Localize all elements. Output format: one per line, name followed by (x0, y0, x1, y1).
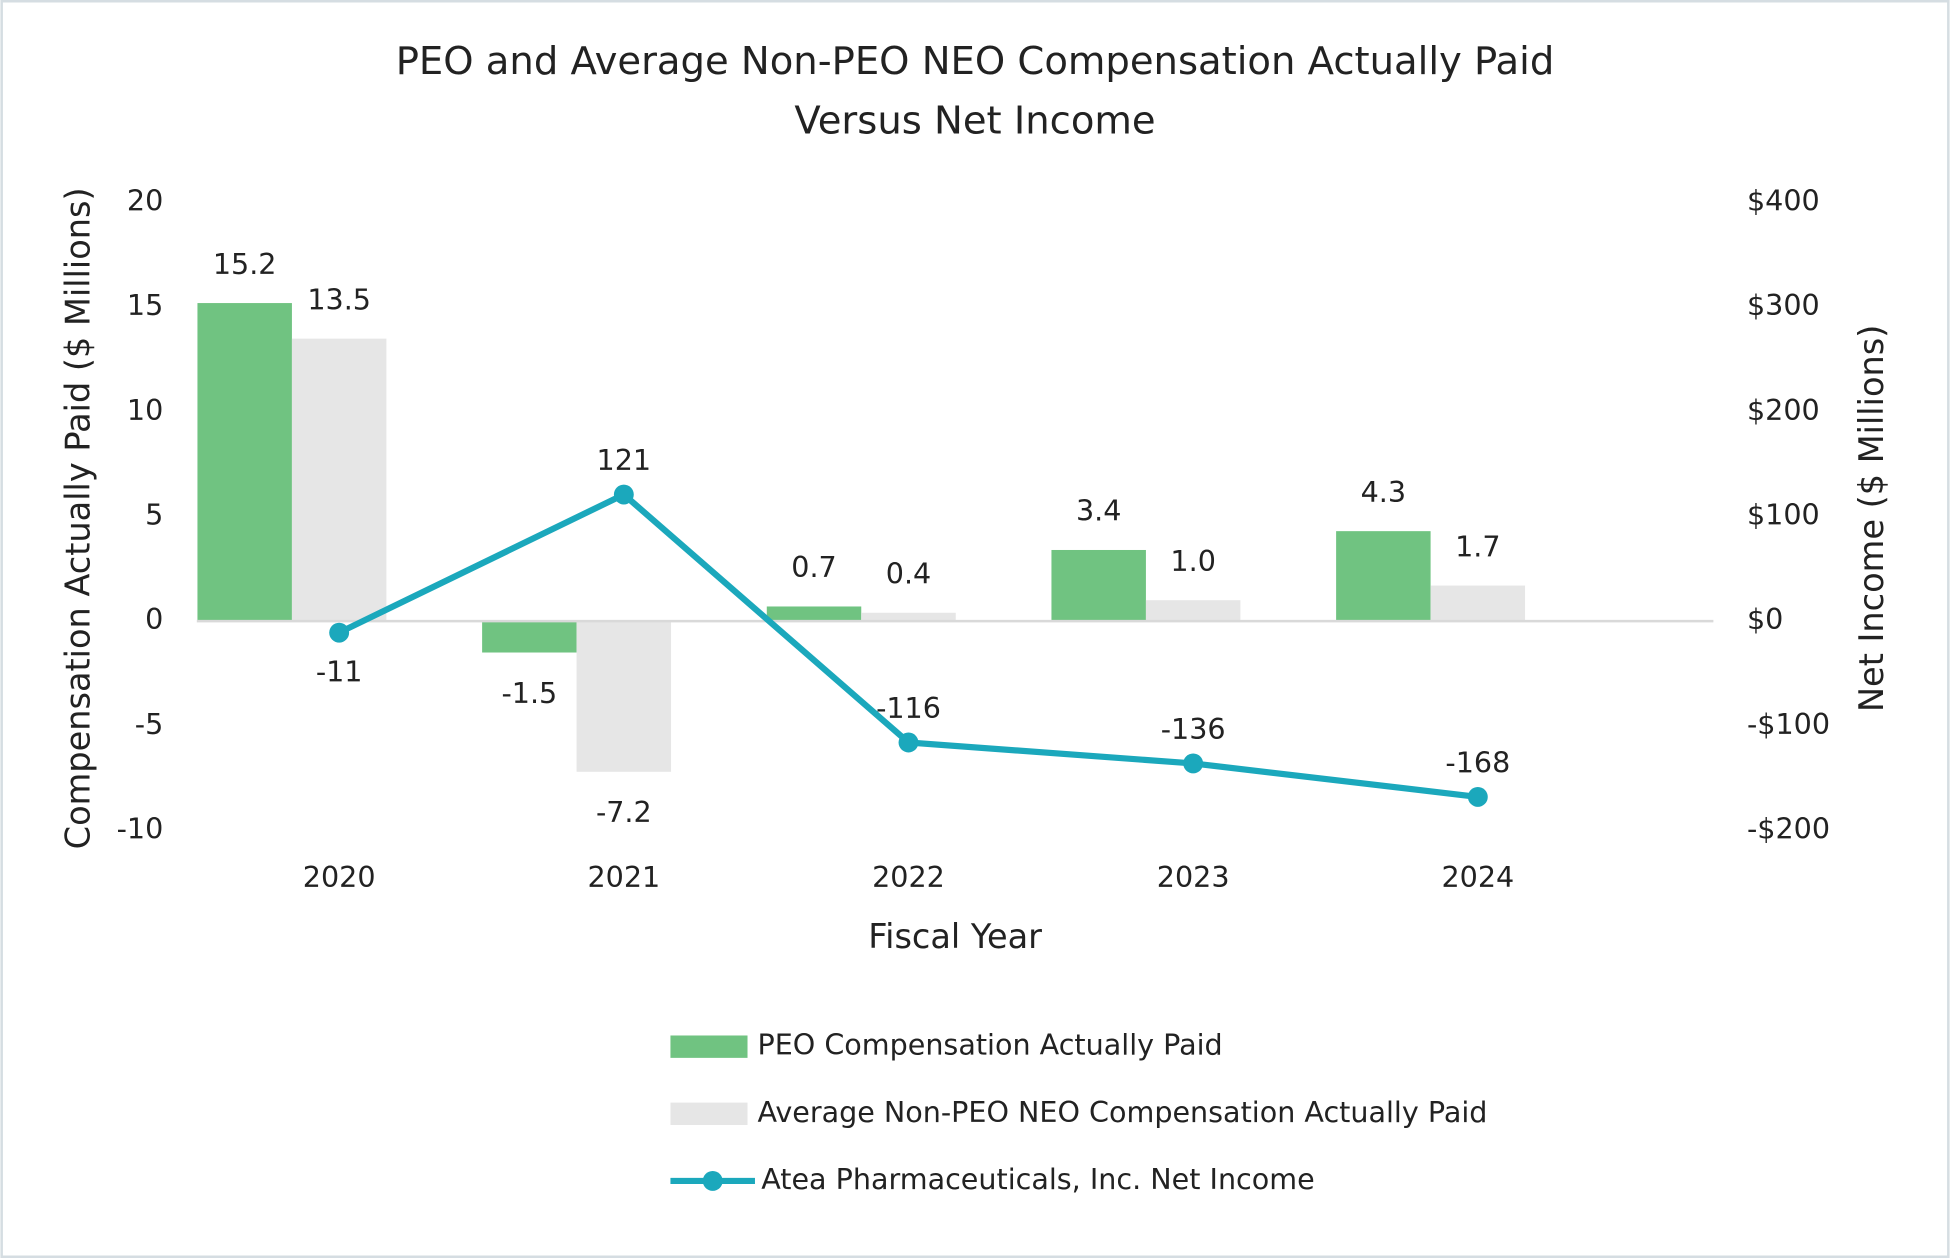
data-label: 0.4 (886, 556, 931, 590)
legend-swatch (670, 1035, 748, 1058)
legend-swatch (702, 1170, 723, 1191)
legend-label: PEO Compensation Actually Paid (757, 1028, 1222, 1062)
y2-tick-label: $100 (1747, 498, 1820, 532)
data-label: 0.7 (791, 550, 836, 584)
x-tick-label: 2021 (587, 860, 660, 894)
data-label: -7.2 (596, 795, 652, 829)
bar (1336, 531, 1431, 622)
y2-tick-label: -$200 (1747, 811, 1830, 845)
bar (291, 338, 387, 622)
data-label: 15.2 (213, 247, 277, 281)
legend-label: Average Non-PEO NEO Compensation Actuall… (757, 1095, 1487, 1129)
x-tick-label: 2020 (303, 860, 376, 894)
y-tick-label: 5 (145, 498, 163, 532)
y2-tick-label: $200 (1747, 393, 1820, 427)
legend-label: Atea Pharmaceuticals, Inc. Net Income (761, 1162, 1315, 1196)
bar (1430, 585, 1526, 622)
data-label: 3.4 (1076, 494, 1121, 528)
line-point (329, 622, 350, 643)
bar (482, 621, 577, 653)
data-label: -116 (876, 691, 941, 725)
y-tick-label: 10 (127, 393, 163, 427)
y2-tick-label: $0 (1747, 602, 1783, 636)
y-axis-title: Compensation Actually Paid ($ Millions) (58, 187, 97, 849)
line-point (1467, 786, 1488, 807)
line-point (898, 732, 919, 753)
data-label: -11 (316, 655, 363, 689)
data-label: 1.7 (1455, 529, 1500, 563)
data-label: 13.5 (307, 282, 371, 316)
x-axis-title: Fiscal Year (868, 917, 1042, 956)
line-point (613, 484, 634, 505)
bar (197, 303, 292, 622)
y-tick-label: -10 (117, 811, 164, 845)
legend-swatch (670, 1102, 748, 1125)
y2-tick-label: $300 (1747, 288, 1820, 322)
line-point (1183, 753, 1204, 774)
data-label: 1.0 (1170, 544, 1215, 578)
data-label: -168 (1445, 746, 1510, 780)
x-tick-label: 2024 (1441, 860, 1514, 894)
bar (576, 621, 672, 772)
bar (766, 606, 862, 622)
data-label: -1.5 (501, 676, 557, 710)
chart-title: PEO and Average Non-PEO NEO Compensation… (396, 39, 1555, 84)
data-label: 121 (597, 443, 652, 477)
y2-tick-label: $400 (1747, 184, 1820, 218)
x-tick-label: 2023 (1157, 860, 1230, 894)
x-tick-label: 2022 (872, 860, 945, 894)
bar (1145, 600, 1241, 622)
y-tick-label: 15 (127, 288, 163, 322)
chart-title: Versus Net Income (794, 99, 1155, 144)
data-label: 4.3 (1361, 475, 1406, 509)
bar (1051, 549, 1146, 622)
y2-axis-title: Net Income ($ Millions) (1852, 325, 1891, 712)
y-tick-label: 20 (127, 184, 163, 218)
y2-tick-label: -$100 (1747, 707, 1830, 741)
data-label: -136 (1161, 712, 1226, 746)
bar (861, 612, 956, 622)
y-tick-label: 0 (145, 602, 163, 636)
y-tick-label: -5 (135, 707, 164, 741)
